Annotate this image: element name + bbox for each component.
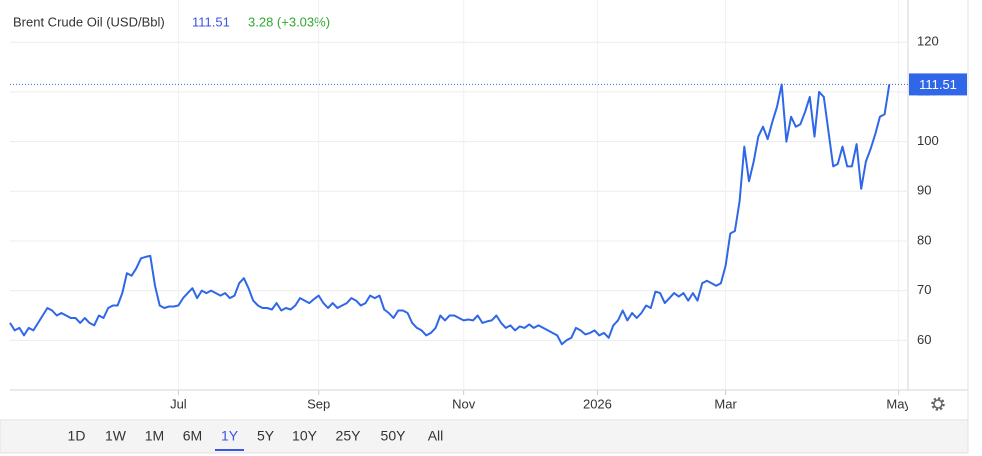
range-button[interactable]: 1W [105, 428, 127, 444]
range-button[interactable]: 25Y [336, 428, 362, 444]
x-tick-label: 2026 [583, 396, 612, 411]
range-button[interactable]: 50Y [381, 428, 407, 444]
y-tick-label: 60 [917, 332, 931, 347]
plot-clip: Jul Sep Nov 2026 Mar May [170, 396, 911, 411]
y-tick-label: 120 [917, 34, 939, 49]
x-tick-label: May [886, 396, 911, 411]
range-button[interactable]: 1M [145, 428, 164, 444]
header-price: 111.51 [192, 14, 230, 29]
settings-icon[interactable] [931, 397, 945, 411]
range-button[interactable]: 1D [68, 428, 86, 444]
y-tick-label: 80 [917, 232, 931, 247]
chart-title: Brent Crude Oil (USD/Bbl) [13, 14, 165, 29]
y-tick-label: 70 [917, 282, 931, 297]
gear-teeth [931, 397, 945, 411]
y-tick-label: 90 [917, 183, 931, 198]
gear-ring [933, 399, 943, 409]
range-button[interactable]: 10Y [292, 428, 318, 444]
range-button[interactable]: 5Y [257, 428, 275, 444]
range-button[interactable]: 6M [183, 428, 202, 444]
last-price-tag [909, 73, 967, 96]
range-toolbar [0, 419, 969, 454]
x-tick-label: Mar [714, 396, 737, 411]
range-button[interactable]: 1Y [221, 428, 239, 444]
x-tick-label: Nov [452, 396, 476, 411]
x-tick-label: Jul [170, 396, 187, 411]
x-tick-label: Sep [307, 396, 330, 411]
y-tick-label: 100 [917, 133, 939, 148]
header-change: 3.28 (+3.03%) [248, 14, 330, 29]
price-line [9, 83, 891, 346]
last-price-label: 111.51 [919, 77, 957, 92]
range-button[interactable]: All [428, 428, 444, 444]
